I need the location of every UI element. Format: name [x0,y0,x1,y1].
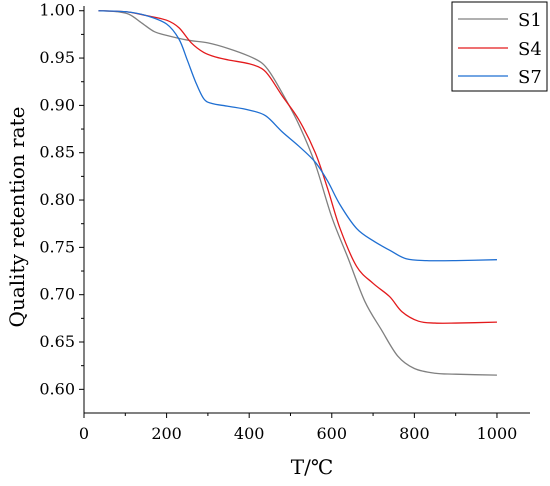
x-tick-label: 600 [317,424,348,443]
legend-label-s7: S7 [518,67,542,88]
legend-label-s4: S4 [518,39,542,60]
x-tick-label: 800 [399,424,430,443]
y-tick-label: 0.65 [39,332,75,351]
x-axis-title: T/℃ [291,455,333,479]
x-tick-label: 0 [79,424,89,443]
x-tick-label: 200 [151,424,182,443]
legend-label-s1: S1 [518,10,542,31]
y-tick-label: 0.85 [39,143,75,162]
y-tick-label: 0.60 [39,379,75,398]
y-tick-label: 0.75 [39,237,75,256]
series-line-s1 [98,10,497,376]
y-tick-label: 0.70 [39,285,75,304]
y-tick-label: 0.90 [39,95,75,114]
series-layer [98,10,497,376]
y-axis-title: Quality retention rate [5,107,29,328]
ticks: 0 200 400 600 800 1000 0.60 0.65 0.70 0.75 0.80 0.8… [39,1,517,443]
y-tick-label: 0.80 [39,190,75,209]
series-line-s7 [98,10,497,262]
y-tick-label: 0.95 [39,48,75,67]
y-tick-label: 1.00 [39,1,75,20]
series-line-s4 [98,10,497,324]
legend: S1 S4 S7 [451,1,548,92]
x-tick-label: 1000 [477,424,518,443]
x-tick-label: 400 [234,424,265,443]
